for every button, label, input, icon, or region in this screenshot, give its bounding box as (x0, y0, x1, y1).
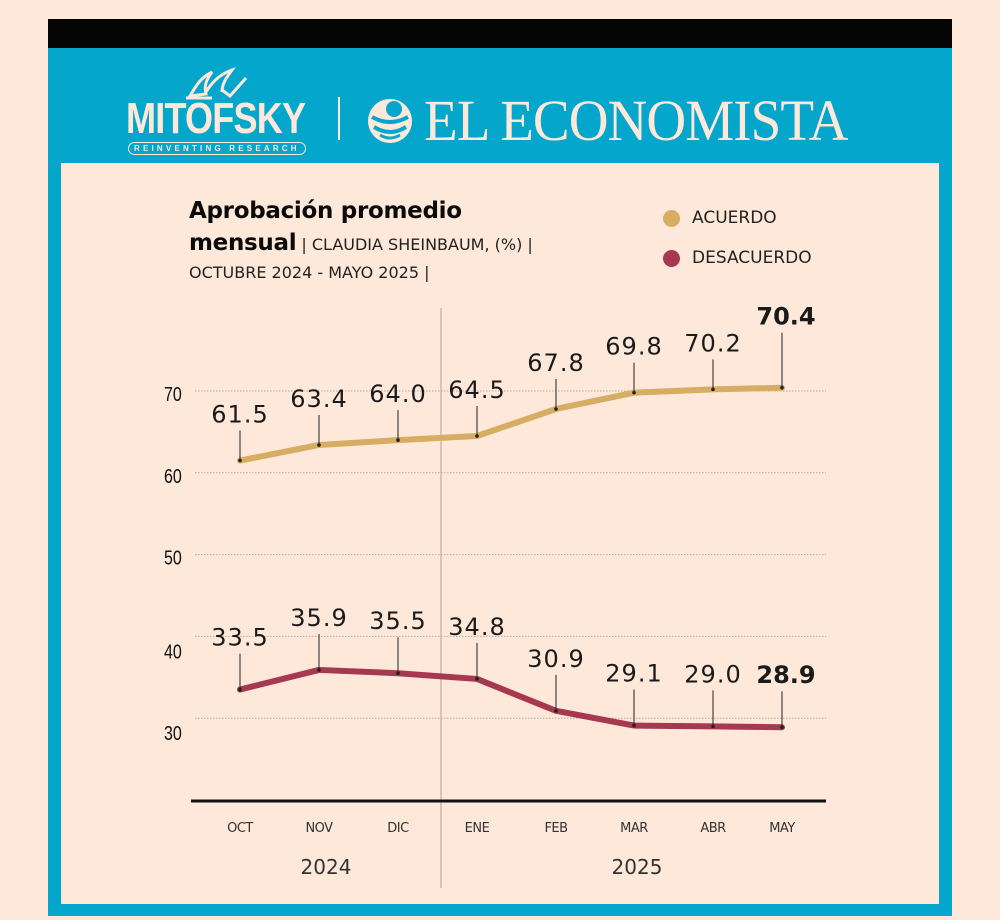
legend-label-acuerdo: ACUERDO (692, 208, 777, 228)
el-economista-wordmark: EL ECONOMISTA (424, 88, 848, 153)
data-label: 30.9 (527, 645, 584, 673)
data-label: 29.0 (684, 660, 741, 688)
data-point (396, 438, 400, 442)
legend-dot-desacuerdo (663, 249, 680, 267)
mitofsky-logo: MITOFSKY REINVENTING RESEARCH (126, 66, 306, 156)
data-label: 34.8 (448, 613, 505, 641)
title-separator: | (296, 235, 312, 254)
el-economista-globe-icon (368, 99, 412, 143)
data-label: 70.4 (756, 303, 815, 331)
data-point (317, 668, 321, 672)
data-point (475, 434, 479, 438)
legend-item-acuerdo: ACUERDO (663, 198, 812, 238)
data-point (554, 407, 558, 411)
chart-subtitle: CLAUDIA SHEINBAUM, (%) (311, 235, 523, 254)
logo-separator (338, 97, 340, 140)
frame: MITOFSKY REINVENTING RESEARCH EL ECONOMI… (48, 19, 952, 916)
period-separator: | (419, 263, 430, 282)
data-label: 64.0 (369, 380, 426, 408)
data-point (238, 687, 242, 692)
data-label: 35.5 (369, 607, 426, 635)
data-point (780, 385, 784, 390)
y-tick-label: 70 (164, 383, 182, 405)
data-point (780, 725, 784, 729)
data-label: 67.8 (527, 349, 584, 377)
data-point (711, 387, 715, 392)
y-tick-label: 50 (164, 547, 182, 569)
data-label: 64.5 (448, 376, 505, 404)
data-point (396, 671, 400, 676)
data-label: 29.1 (605, 660, 662, 688)
legend-item-desacuerdo: DESACUERDO (663, 238, 812, 278)
y-tick-label: 60 (164, 465, 182, 487)
x-tick-label: MAR (620, 821, 648, 836)
data-point (632, 390, 636, 395)
data-point (711, 724, 715, 729)
x-tick-label: DIC (387, 821, 409, 836)
legend-dot-acuerdo (663, 209, 680, 227)
series-line-desacuerdo (237, 666, 785, 731)
x-tick-label: MAY (769, 821, 795, 836)
year-label-2025: 2025 (612, 855, 663, 879)
x-tick-label: ENE (465, 821, 490, 836)
data-point (475, 677, 479, 681)
data-label: 33.5 (211, 624, 268, 652)
data-point (317, 443, 321, 447)
x-tick-label: OCT (227, 821, 253, 836)
chart-period: OCTUBRE 2024 - MAYO 2025 | (189, 263, 430, 282)
data-point (554, 709, 558, 713)
data-label: 61.5 (211, 401, 268, 429)
year-label-2024: 2024 (301, 855, 352, 879)
title-separator: | (522, 235, 533, 254)
bird-icon (186, 67, 248, 100)
legend-label-desacuerdo: DESACUERDO (692, 248, 812, 268)
legend: ACUERDO DESACUERDO (663, 198, 812, 278)
series-line-acuerdo (237, 384, 785, 464)
data-label: 63.4 (290, 385, 347, 413)
top-bar (48, 19, 952, 48)
mitofsky-wordmark: MITOFSKY (126, 94, 306, 143)
chart-title-bold: mensual (189, 230, 297, 256)
y-tick-label: 30 (164, 723, 182, 745)
data-label: 70.2 (684, 329, 741, 357)
data-label: 28.9 (756, 661, 815, 689)
x-tick-label: ABR (700, 821, 726, 836)
mitofsky-tagline: REINVENTING RESEARCH (128, 142, 306, 155)
period-text: OCTUBRE 2024 - MAYO 2025 (189, 263, 420, 282)
x-tick-label: FEB (544, 821, 567, 836)
data-label: 69.8 (605, 333, 662, 361)
data-point (632, 723, 636, 728)
data-point (238, 458, 242, 463)
data-label: 35.9 (290, 604, 347, 632)
x-tick-label: NOV (305, 821, 333, 836)
chart-panel (61, 163, 939, 904)
y-tick-label: 40 (164, 641, 182, 663)
chart-title-line2: mensual | CLAUDIA SHEINBAUM, (%) | (189, 227, 533, 261)
chart-title-line1: Aprobación promedio (189, 198, 462, 224)
